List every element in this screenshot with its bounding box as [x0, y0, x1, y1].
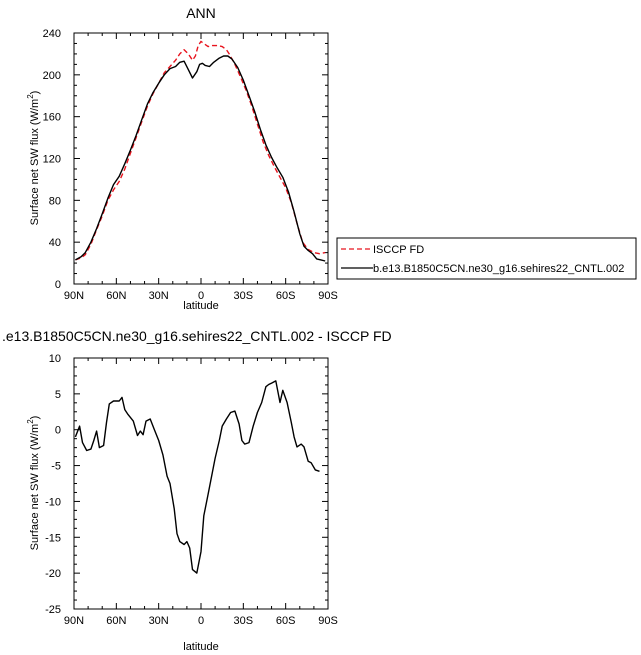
- top-x-axis-title: latitude: [183, 300, 218, 312]
- bottom-series-line-0: [74, 380, 320, 574]
- top-y-axis-title-sup: 2: [26, 94, 35, 99]
- top-y-axis-title-base: Surface net SW flux (W/m: [29, 99, 41, 226]
- top-x-tick-label: 60N: [106, 290, 126, 302]
- bottom-series: [74, 380, 320, 574]
- top-ticks: 90N 60N 30N 0 30S 60S 90S 0 40 80 120 160 200 240: [43, 28, 338, 302]
- legend: ISCCP FD b.e13.B1850C5CN.ne30_g16.sehire…: [336, 237, 637, 280]
- top-y-tick-label: 0: [55, 279, 61, 291]
- bottom-y-tick-label: -25: [45, 604, 61, 616]
- bottom-x-tick-label: 90S: [318, 615, 338, 627]
- top-series-line-1: [75, 55, 326, 262]
- bottom-y-axis-title-base: Surface net SW flux (W/m: [29, 424, 41, 551]
- bottom-chart-title: .e13.B1850C5CN.ne30_g16.sehires22_CNTL.0…: [2, 328, 392, 344]
- top-x-tick-label: 30S: [234, 290, 254, 302]
- top-x-tick-label: 30N: [149, 290, 169, 302]
- top-y-tick-label: 200: [43, 70, 61, 82]
- bottom-ticks: 90N 60N 30N 0 30S 60S 90S -25 -20 -15 -10 -5 0 5 10: [45, 353, 338, 627]
- bottom-y-axis-title-end: ): [29, 416, 41, 420]
- bottom-plot-frame: [73, 357, 329, 610]
- top-x-tick-label: 60S: [276, 290, 296, 302]
- top-series: [75, 40, 326, 262]
- top-y-tick-label: 120: [43, 154, 61, 166]
- bottom-y-tick-label: 10: [49, 353, 61, 365]
- bottom-x-tick-label: 90N: [64, 615, 84, 627]
- bottom-y-axis-title: Surface net SW flux (W/m2): [26, 416, 41, 551]
- bottom-x-tick-label: 60S: [276, 615, 296, 627]
- bottom-y-tick-label: -5: [51, 461, 61, 473]
- bottom-x-tick-label: 60N: [106, 615, 126, 627]
- top-y-axis-title: Surface net SW flux (W/m2): [26, 91, 41, 226]
- top-y-tick-label: 40: [49, 237, 61, 249]
- top-y-tick-label: 160: [43, 112, 61, 124]
- bottom-x-tick-label: 0: [198, 615, 204, 627]
- top-series-line-0: [75, 40, 326, 261]
- top-chart-title: ANN: [186, 5, 216, 21]
- top-x-tick-label: 0: [198, 290, 204, 302]
- legend-box: [336, 237, 637, 280]
- bottom-x-axis-title: latitude: [183, 641, 218, 653]
- top-x-tick-label: 90S: [318, 290, 338, 302]
- bottom-chart: .e13.B1850C5CN.ne30_g16.sehires22_CNTL.0…: [2, 328, 392, 653]
- bottom-y-tick-label: -10: [45, 496, 61, 508]
- bottom-x-tick-label: 30S: [234, 615, 254, 627]
- legend-label-model: b.e13.B1850C5CN.ne30_g16.sehires22_CNTL.…: [373, 263, 624, 275]
- top-y-tick-label: 240: [43, 28, 61, 40]
- bottom-y-tick-label: -15: [45, 532, 61, 544]
- bottom-y-tick-label: 0: [55, 425, 61, 437]
- bottom-x-tick-label: 30N: [149, 615, 169, 627]
- top-plot-frame: [73, 32, 329, 285]
- bottom-y-tick-label: 5: [55, 389, 61, 401]
- bottom-y-axis-title-sup: 2: [26, 419, 35, 424]
- top-chart: ANN 90N 60N 30N 0 30S 60S 90S 0 40 80 120 160 200 240…: [26, 5, 637, 312]
- bottom-y-tick-label: -20: [45, 568, 61, 580]
- top-y-axis-title-end: ): [29, 91, 41, 95]
- top-y-tick-label: 80: [49, 195, 61, 207]
- top-x-tick-label: 90N: [64, 290, 84, 302]
- legend-label-isccp: ISCCP FD: [373, 244, 424, 256]
